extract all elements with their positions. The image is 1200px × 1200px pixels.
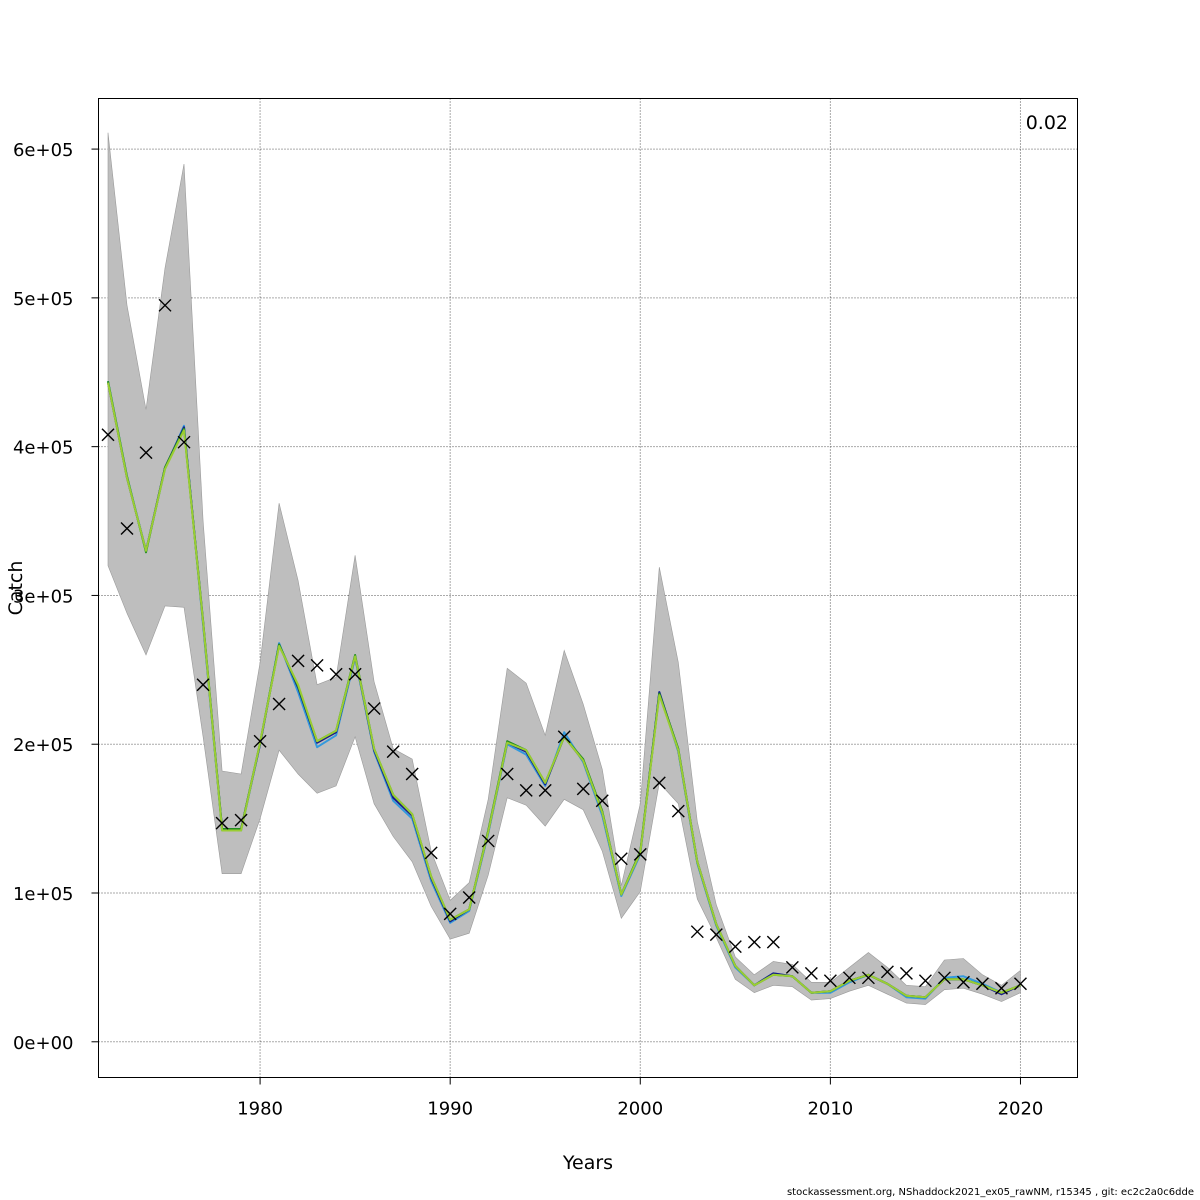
x-axis-title: Years (562, 1152, 613, 1174)
y-tick-label: 5e+05 (13, 289, 74, 310)
observed-point (918, 974, 932, 988)
observed-point (424, 846, 438, 860)
observed-point (367, 702, 381, 716)
observed-point (804, 966, 818, 980)
observed-point (500, 767, 514, 781)
confidence-band-area (107, 132, 1021, 1005)
observed-point (595, 794, 609, 808)
observed-point (462, 890, 476, 904)
observed-point (120, 521, 134, 535)
plot-frame (98, 98, 1078, 1078)
observed-point (272, 697, 286, 711)
observed-point (481, 834, 495, 848)
observed-points (101, 298, 1027, 995)
observed-point (785, 960, 799, 974)
observed-point (576, 782, 590, 796)
observed-point (196, 678, 210, 692)
observed-point (101, 428, 115, 442)
observed-point (766, 935, 780, 949)
observed-point (880, 965, 894, 979)
x-tick-label: 2000 (617, 1099, 663, 1120)
footer-text: stockassessment.org, NShaddock2021_ex05_… (786, 1187, 1194, 1198)
observed-point (709, 928, 723, 942)
observed-point (139, 446, 153, 460)
observed-point (253, 734, 267, 748)
observed-point (538, 783, 552, 797)
observed-point (158, 298, 172, 312)
observed-point (671, 804, 685, 818)
y-tick-label: 2e+05 (13, 735, 74, 756)
observed-point (329, 667, 343, 681)
y-tick-label: 4e+05 (13, 438, 74, 459)
y-tick-label: 6e+05 (13, 140, 74, 161)
x-tick-label: 2010 (807, 1099, 853, 1120)
observed-point (823, 974, 837, 988)
y-tick-label: 1e+05 (13, 884, 74, 905)
observed-point (291, 654, 305, 668)
observed-point (994, 981, 1008, 995)
observed-point (177, 435, 191, 449)
y-tick-label: 0e+00 (13, 1033, 74, 1054)
observed-point (747, 935, 761, 949)
observed-point (405, 767, 419, 781)
observed-point (899, 966, 913, 980)
x-tick-label: 2020 (998, 1099, 1044, 1120)
x-tick-label: 1980 (237, 1099, 283, 1120)
observed-point (386, 745, 400, 759)
observed-point (842, 971, 856, 985)
observed-point (557, 730, 571, 744)
corner-label: 0.02 (1026, 112, 1068, 134)
observed-point (728, 940, 742, 954)
observed-point (310, 658, 324, 672)
observed-point (234, 813, 248, 827)
observed-point (861, 971, 875, 985)
y-tick-label: 3e+05 (13, 586, 74, 607)
observed-point (956, 975, 970, 989)
confidence-band (107, 132, 1021, 1005)
observed-point (690, 925, 704, 939)
observed-point (937, 971, 951, 985)
x-tick-label: 1990 (427, 1099, 473, 1120)
observed-point (633, 847, 647, 861)
observed-point (1013, 977, 1027, 991)
observed-point (443, 907, 457, 921)
observed-point (975, 977, 989, 991)
x-axis: 1980 1990 2000 2010 2020 (237, 1077, 1044, 1120)
y-axis: 0e+00 1e+05 2e+05 3e+05 4e+05 5e+05 6e+05 (13, 140, 99, 1054)
observed-point (652, 776, 666, 790)
y-axis-title: Catch (5, 561, 27, 616)
observed-point (215, 816, 229, 830)
observed-point (614, 852, 628, 866)
observed-point (348, 667, 362, 681)
observed-point (519, 783, 533, 797)
